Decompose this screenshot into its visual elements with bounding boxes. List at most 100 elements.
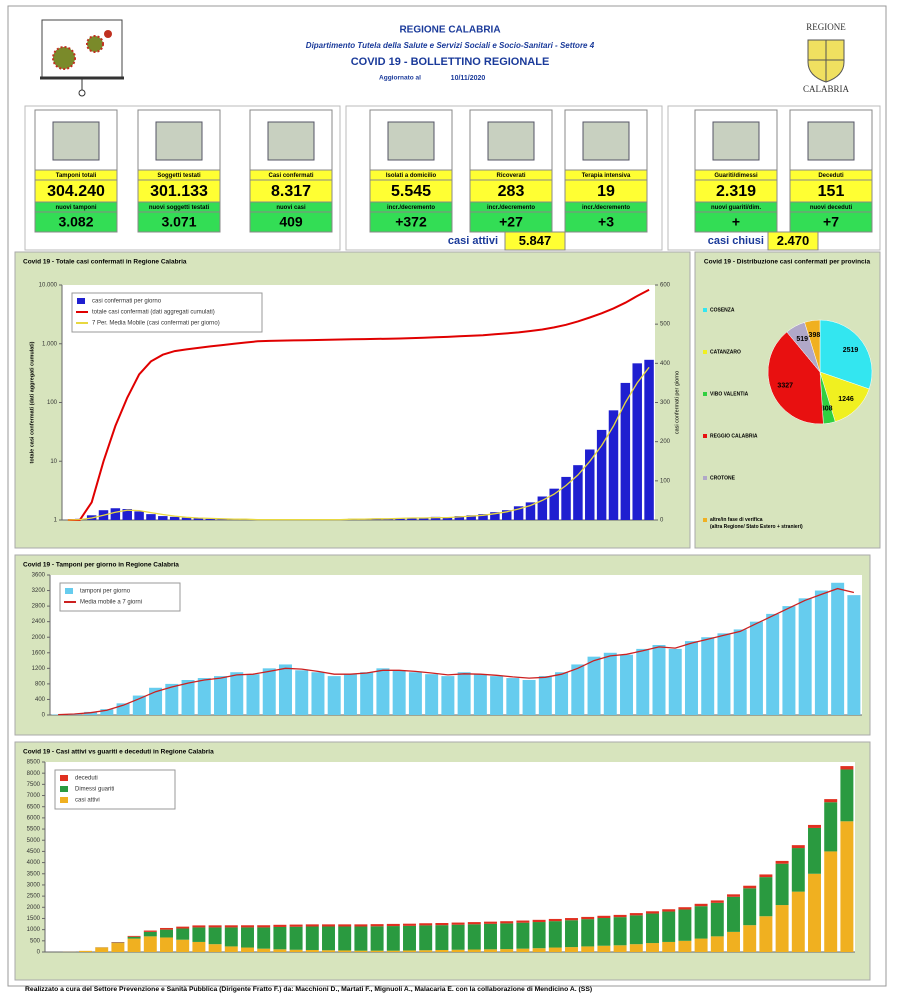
tile-label: Casi confermati (268, 173, 313, 179)
subvalue-bg (564, 211, 648, 233)
bar (418, 518, 429, 520)
bar (571, 664, 585, 715)
bar-segment (354, 926, 368, 951)
bar (110, 508, 121, 520)
bar (668, 648, 682, 715)
bar-segment (759, 916, 773, 952)
bar-segment (224, 927, 238, 947)
bar-segment (840, 766, 854, 770)
y-tick-label: 3500 (27, 871, 41, 877)
y-tick-label: 10.000 (39, 283, 58, 289)
updated-date: 10/11/2020 (451, 75, 486, 82)
bar-segment (273, 926, 287, 950)
tile-subvalue: 3.071 (161, 214, 196, 230)
bar (343, 674, 357, 715)
bar-segment (192, 941, 206, 952)
casi-chiusi-value: 2.470 (777, 233, 810, 248)
tile-icon (155, 121, 203, 161)
legend-swatch (65, 588, 73, 594)
y-tick-label: 6500 (27, 804, 41, 810)
tile-subvalue: 3.082 (58, 214, 93, 230)
tile-value: 19 (597, 183, 615, 200)
bar (717, 633, 731, 715)
bar (749, 621, 763, 715)
bar (473, 674, 487, 715)
bar (181, 680, 195, 715)
bar (392, 670, 406, 715)
bar (425, 674, 439, 715)
bar (603, 652, 617, 715)
bar-segment (305, 926, 319, 950)
y-axis-title: totale casi confermati (dati aggregati c… (29, 341, 35, 463)
legend-label: VIBO VALENTIA (710, 391, 749, 397)
bar-segment (322, 926, 335, 951)
casi-attivi-label: casi attivi (448, 235, 498, 247)
pie-label: 398 (809, 332, 821, 339)
y-tick-label: 2800 (32, 604, 46, 610)
bar (84, 711, 98, 715)
legend-line: altre/in fase di verifica (710, 517, 763, 523)
bar-segment (629, 944, 643, 952)
bar-segment (127, 938, 141, 952)
bar-segment (808, 827, 821, 874)
pie-slice (819, 319, 873, 390)
bar (549, 488, 559, 520)
y-tick-label: 8500 (27, 760, 41, 766)
y-tick-label: 3600 (32, 573, 46, 579)
bar-segment (775, 860, 789, 864)
bar (193, 518, 204, 520)
bar-segment (743, 885, 757, 889)
y-tick-label: 400 (35, 697, 46, 703)
bar-segment (597, 915, 611, 919)
y2-tick-label: 200 (660, 439, 671, 445)
bar-segment (257, 925, 271, 928)
legend-box (71, 292, 263, 333)
tile-icon (267, 121, 315, 161)
bar-segment (646, 911, 659, 914)
bar-segment (467, 949, 481, 952)
bar-segment (727, 896, 740, 932)
legend-label: deceduti (75, 776, 98, 782)
bar-segment (95, 947, 109, 952)
bar (636, 648, 650, 715)
chart-title: Covid 19 - Distribuzione casi confermati… (704, 259, 871, 266)
footer: Realizzato a cura del Settore Prevenzion… (25, 986, 592, 993)
bar-segment (160, 937, 173, 952)
bar-segment (322, 950, 335, 952)
bar (652, 645, 666, 715)
legend-label: CROTONE (710, 475, 736, 481)
bar-segment (565, 918, 578, 921)
bar-segment (224, 925, 238, 928)
bar-segment (694, 938, 708, 952)
bar-segment (403, 950, 416, 952)
bar (454, 516, 465, 520)
legend-box (59, 582, 181, 612)
bar-segment (289, 949, 303, 952)
tile-sublabel: incr./decremento (387, 205, 435, 211)
bar (376, 668, 390, 715)
bar (217, 519, 227, 520)
bar (585, 449, 595, 520)
bar-segment (224, 946, 238, 952)
bar-segment (403, 923, 416, 926)
bar-segment (435, 949, 449, 952)
bar-segment (532, 948, 546, 952)
bar-segment (694, 903, 708, 907)
legend-swatch (703, 434, 707, 438)
legend-swatch (703, 392, 707, 396)
y2-tick-label: 600 (660, 283, 671, 289)
bar-segment (338, 950, 352, 952)
bar (506, 678, 520, 715)
bar-segment (419, 925, 433, 951)
bar-segment (629, 915, 643, 945)
tile-sublabel: incr./decremento (487, 205, 535, 211)
tile-value: 151 (818, 183, 845, 200)
bar-segment (451, 922, 465, 925)
bar (407, 517, 417, 520)
bar (214, 676, 228, 715)
bar-segment (338, 924, 352, 927)
bar-segment (678, 909, 692, 941)
legend-swatch (703, 518, 707, 522)
tile-label: Deceduti (818, 173, 844, 179)
y-tick-label: 1 (54, 518, 58, 524)
